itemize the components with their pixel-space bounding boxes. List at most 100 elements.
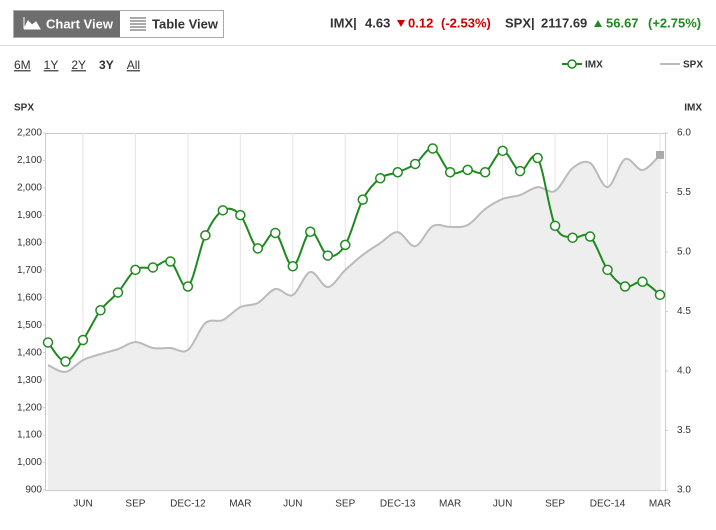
point [340, 239, 351, 251]
point [270, 227, 281, 239]
y-tick-label: 1,200 [17, 402, 42, 413]
y-tick-label: 1,600 [17, 292, 42, 303]
x-tick-label: SEP [125, 499, 145, 510]
range-button[interactable]: 6M [14, 58, 31, 72]
point [444, 167, 456, 178]
y2-tick-label: 3.5 [677, 425, 691, 436]
point [112, 287, 124, 298]
point [60, 356, 71, 367]
range-button[interactable]: All [127, 58, 140, 72]
point [130, 264, 141, 276]
point [427, 143, 438, 154]
x-tick-label: MAR [439, 499, 461, 510]
x-tick-label: SEP [545, 499, 565, 510]
quote-price: 2117.69 [541, 15, 587, 30]
point [514, 165, 526, 177]
y2-tick-label: 5.0 [677, 247, 691, 258]
table-view-label[interactable]: Table View [152, 16, 219, 31]
point [409, 158, 421, 170]
y-tick-label: 2,200 [17, 128, 42, 139]
range-button[interactable]: 2Y [71, 58, 86, 72]
point [182, 281, 194, 292]
table-icon [130, 17, 146, 31]
y-axis-title: SPX [14, 103, 34, 114]
point [654, 289, 666, 301]
point [584, 231, 596, 242]
point [567, 232, 578, 243]
x-tick-label: JUN [493, 499, 512, 510]
point [549, 220, 561, 232]
y-tick-label: 1,700 [17, 265, 42, 276]
y-tick-label: 1,000 [17, 457, 42, 468]
point [374, 172, 386, 184]
y-tick-label: 1,300 [17, 375, 42, 386]
legend-marker [567, 59, 577, 69]
up-arrow [594, 20, 602, 27]
point [235, 209, 246, 221]
point [287, 261, 299, 272]
quote-symbol: SPX| [505, 15, 535, 30]
down-arrow [397, 20, 405, 27]
x-tick-label: DEC-13 [380, 499, 416, 510]
y-tick-label: 1,400 [17, 347, 42, 358]
quote-percent: (+2.75%) [648, 15, 701, 30]
point [619, 281, 631, 292]
x-tick-label: JUN [73, 499, 92, 510]
point [217, 205, 229, 216]
chart-icon [23, 17, 41, 30]
legend-label: SPX [683, 60, 703, 71]
y-tick-label: 1,800 [17, 237, 42, 248]
x-tick-label: SEP [335, 499, 355, 510]
point [602, 264, 613, 276]
range-button[interactable]: 1Y [44, 58, 59, 72]
point [392, 167, 403, 178]
point [532, 152, 543, 164]
y2-tick-label: 4.5 [677, 306, 691, 317]
y-tick-label: 1,500 [17, 320, 42, 331]
point [77, 334, 89, 346]
point [637, 276, 648, 287]
x-tick-label: JUN [283, 499, 302, 510]
y-tick-label: 2,100 [17, 155, 42, 166]
point [357, 194, 368, 205]
x-tick-label: MAR [229, 499, 251, 510]
point [305, 226, 316, 238]
range-button[interactable]: 3Y [99, 58, 114, 72]
y2-tick-label: 6.0 [677, 128, 691, 139]
area-line [47, 154, 661, 373]
legend: IMX SPX [562, 59, 703, 71]
point [322, 250, 334, 261]
point [95, 305, 106, 316]
x-tick-label: DEC-14 [590, 499, 626, 510]
point [200, 230, 211, 241]
y-tick-label: 1,100 [17, 430, 42, 441]
quote-price: 4.63 [365, 15, 390, 30]
point [252, 243, 264, 254]
quote-change: 0.12 [408, 15, 433, 30]
y-tick-label: 1,900 [17, 210, 42, 221]
x-tick-label: DEC-12 [170, 499, 206, 510]
point [462, 164, 473, 176]
y-tick-label: 900 [25, 485, 42, 496]
y2-tick-label: 5.5 [677, 187, 691, 198]
y2-axis-title: IMX [684, 103, 702, 114]
y2-tick-label: 3.0 [677, 485, 691, 496]
area [48, 154, 660, 490]
legend-label: IMX [585, 60, 603, 71]
point [165, 256, 176, 267]
plot-area: 900 1,000 1,100 1,200 1,300 1,400 1,500 1,600 1,… [17, 128, 691, 510]
chart-view-label[interactable]: Chart View [46, 16, 114, 31]
range-selector: 6M 1Y 2Y 3Y All [14, 58, 140, 72]
point [479, 167, 491, 178]
quote-symbol: IMX| [330, 15, 357, 30]
end-marker [656, 150, 664, 159]
point [147, 262, 159, 273]
x-tick-label: MAR [649, 499, 671, 510]
quote-change: 56.67 [606, 15, 639, 30]
y-tick-label: 2,000 [17, 183, 42, 194]
y2-tick-label: 4.0 [677, 366, 691, 377]
point [42, 337, 54, 348]
quote-percent: (-2.53%) [441, 15, 491, 30]
point [497, 145, 508, 157]
